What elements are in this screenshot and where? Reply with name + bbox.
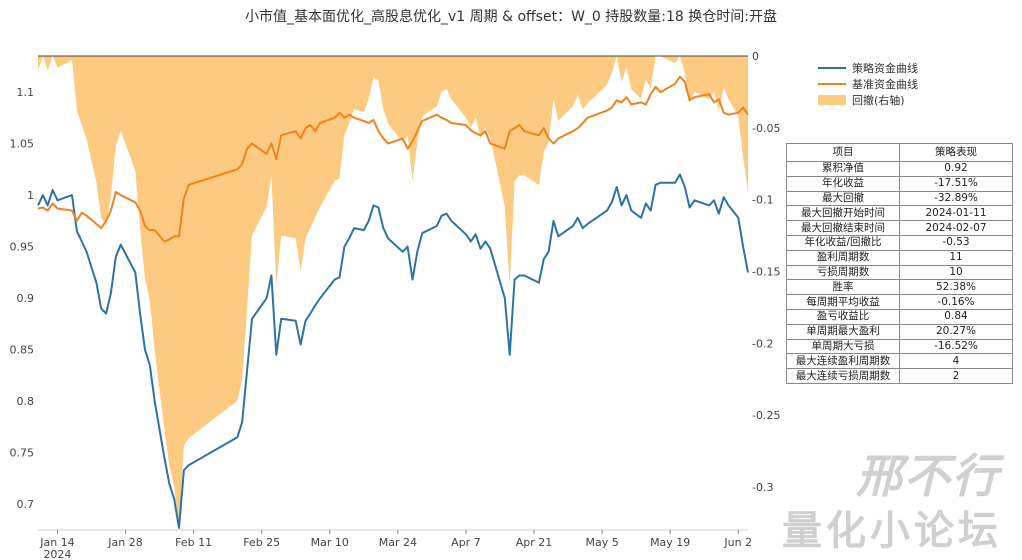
stats-row: 胜率 52.38% bbox=[786, 279, 1013, 296]
stats-header-row: 项目 策略表现 bbox=[786, 143, 1013, 162]
x-tick-label: Feb 11 bbox=[175, 536, 212, 549]
stats-cell-label: 最大连续盈利周期数 bbox=[786, 353, 900, 370]
x-tick-label: Apr 21 bbox=[516, 536, 553, 549]
drawdown-area bbox=[38, 56, 748, 529]
stats-cell-value: 2024-01-11 bbox=[899, 205, 1013, 222]
y-right-tick-label: -0.05 bbox=[752, 122, 780, 135]
stats-cell-value: 2024-02-07 bbox=[899, 220, 1013, 236]
stats-cell-label: 单周期最大盈利 bbox=[786, 323, 900, 340]
stats-cell-value: 0.92 bbox=[899, 161, 1013, 177]
stats-cell-value: -32.89% bbox=[899, 190, 1013, 207]
y-left-tick-label: 0.8 bbox=[17, 395, 35, 408]
stats-row: 年化收益/回撤比 -0.53 bbox=[786, 234, 1013, 251]
stats-cell-label: 年化收益/回撤比 bbox=[786, 234, 900, 251]
x-tick-label: May 19 bbox=[650, 536, 690, 549]
stats-row: 最大回撤 -32.89% bbox=[786, 190, 1013, 207]
chart-title: 小市值_基本面优化_高股息优化_v1 周期 & offset：W_0 持股数量:… bbox=[245, 9, 777, 25]
legend-item-strategy[interactable]: 策略资金曲线 bbox=[818, 60, 918, 76]
x-tick-label: Apr 7 bbox=[451, 536, 481, 549]
x-tick-sublabel: 2024 bbox=[43, 548, 71, 560]
stats-row: 最大连续盈利周期数 4 bbox=[786, 353, 1013, 370]
y-right-tick-label: 0 bbox=[752, 50, 759, 63]
stats-row: 盈利周期数 11 bbox=[786, 249, 1013, 266]
legend-swatch-strategy bbox=[818, 67, 846, 69]
stats-cell-value: 4 bbox=[899, 353, 1013, 370]
y-right-tick-label: -0.2 bbox=[752, 337, 773, 350]
strategy-line bbox=[37, 173, 749, 529]
benchmark-line bbox=[37, 75, 749, 243]
x-tick-label: Jun 2 bbox=[723, 536, 752, 549]
legend-label-strategy: 策略资金曲线 bbox=[852, 62, 918, 75]
stats-cell-value: 0.84 bbox=[899, 308, 1013, 325]
x-tick-label: Jan 14 bbox=[39, 536, 74, 549]
stats-cell-value: -17.51% bbox=[899, 175, 1013, 192]
y-right-tick-label: -0.1 bbox=[752, 194, 773, 207]
y-left-tick-label: 0.85 bbox=[10, 344, 35, 357]
drawdown-area-layer bbox=[38, 56, 748, 529]
x-tick-label: Jan 28 bbox=[107, 536, 142, 549]
stats-cell-label: 最大回撤 bbox=[786, 190, 900, 207]
y-right-tick-label: -0.25 bbox=[752, 409, 780, 422]
stats-cell-label: 累积净值 bbox=[786, 161, 900, 177]
stats-header-value: 策略表现 bbox=[899, 143, 1013, 162]
y-left-tick-label: 0.75 bbox=[10, 447, 35, 460]
stats-cell-label: 盈亏收益比 bbox=[786, 308, 900, 325]
legend-swatch-drawdown bbox=[818, 95, 846, 105]
stats-row: 单周期大亏损 -16.52% bbox=[786, 338, 1013, 355]
stats-cell-value: 11 bbox=[899, 249, 1013, 266]
legend-label-drawdown: 回撤(右轴) bbox=[852, 94, 905, 107]
watermark-line2: 量化小论坛 bbox=[782, 508, 1002, 554]
watermark-line1: 邢不行 bbox=[856, 449, 1000, 503]
watermark: 邢不行 量化小论坛 bbox=[760, 440, 1022, 560]
y-left-tick-label: 1.05 bbox=[10, 138, 35, 151]
stats-row: 年化收益 -17.51% bbox=[786, 175, 1013, 192]
stats-cell-label: 最大回撤开始时间 bbox=[786, 205, 900, 222]
y-right-tick-label: -0.3 bbox=[752, 481, 773, 494]
stats-cell-label: 每周期平均收益 bbox=[786, 294, 900, 310]
x-tick-label: Mar 10 bbox=[311, 536, 349, 549]
equity-lines-layer bbox=[37, 75, 749, 529]
x-tick-label: Mar 24 bbox=[379, 536, 417, 549]
stats-cell-label: 最大连续亏损周期数 bbox=[786, 368, 900, 384]
y-left-tick-label: 1.1 bbox=[17, 86, 35, 99]
stats-row: 单周期最大盈利 20.27% bbox=[786, 323, 1013, 340]
stats-row: 最大回撤开始时间 2024-01-11 bbox=[786, 205, 1013, 222]
stats-cell-label: 亏损周期数 bbox=[786, 264, 900, 281]
stats-row: 每周期平均收益 -0.16% bbox=[786, 294, 1013, 310]
chart-legend[interactable]: 策略资金曲线 基准资金曲线 回撤(右轴) bbox=[818, 60, 918, 108]
y-left-tick-label: 0.7 bbox=[17, 498, 35, 511]
stats-row: 最大回撤结束时间 2024-02-07 bbox=[786, 220, 1013, 236]
stats-cell-label: 盈利周期数 bbox=[786, 249, 900, 266]
stats-row: 盈亏收益比 0.84 bbox=[786, 308, 1013, 325]
stats-row: 亏损周期数 10 bbox=[786, 264, 1013, 281]
stats-body: 累积净值 0.92 年化收益 -17.51% 最大回撤 -32.89% 最大回撤开始时间 20… bbox=[786, 161, 1013, 384]
stats-header-item: 项目 bbox=[786, 143, 900, 162]
x-tick-label: May 5 bbox=[585, 536, 618, 549]
stats-cell-label: 最大回撤结束时间 bbox=[786, 220, 900, 236]
axes-layer: 0.7 0.75 0.8 0.85 0.9 0.95 1 1.05 1.1 0 -0.05 -0.1 -… bbox=[10, 50, 781, 560]
stats-cell-label: 单周期大亏损 bbox=[786, 338, 900, 355]
stats-cell-value: -0.53 bbox=[899, 234, 1013, 251]
legend-item-drawdown[interactable]: 回撤(右轴) bbox=[818, 92, 918, 108]
legend-item-benchmark[interactable]: 基准资金曲线 bbox=[818, 76, 918, 92]
stats-row: 最大连续亏损周期数 2 bbox=[786, 368, 1013, 384]
legend-label-benchmark: 基准资金曲线 bbox=[852, 78, 918, 91]
legend-swatch-benchmark bbox=[818, 83, 846, 85]
y-left-tick-label: 0.9 bbox=[17, 292, 35, 305]
x-tick-label: Feb 25 bbox=[243, 536, 280, 549]
stats-cell-value: -16.52% bbox=[899, 338, 1013, 355]
stats-cell-value: 20.27% bbox=[899, 323, 1013, 340]
stats-table: 项目 策略表现 累积净值 0.92 年化收益 -17.51% 最大回撤 -32.89% 最大… bbox=[786, 143, 1013, 384]
y-left-tick-label: 1 bbox=[27, 189, 34, 202]
y-left-tick-label: 0.95 bbox=[10, 241, 35, 254]
stats-cell-label: 胜率 bbox=[786, 279, 900, 296]
stats-cell-value: 52.38% bbox=[899, 279, 1013, 296]
stats-cell-value: 2 bbox=[899, 368, 1013, 384]
stats-cell-label: 年化收益 bbox=[786, 175, 900, 192]
stats-row: 累积净值 0.92 bbox=[786, 161, 1013, 177]
stats-cell-value: 10 bbox=[899, 264, 1013, 281]
y-right-tick-label: -0.15 bbox=[752, 265, 780, 278]
stats-cell-value: -0.16% bbox=[899, 294, 1013, 310]
